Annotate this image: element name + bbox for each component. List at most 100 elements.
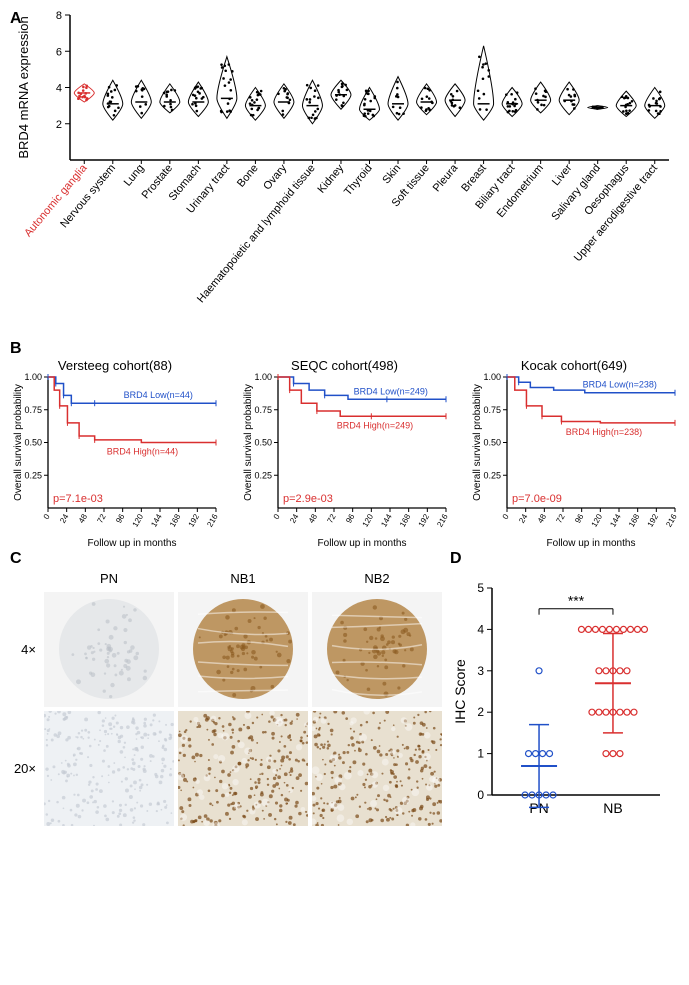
svg-text:192: 192 xyxy=(187,512,202,529)
svg-text:0.25: 0.25 xyxy=(24,470,42,480)
svg-text:168: 168 xyxy=(627,512,642,529)
svg-text:96: 96 xyxy=(344,512,357,525)
ihc-col-header: PN xyxy=(44,571,174,586)
svg-text:Ovary: Ovary xyxy=(261,162,289,193)
svg-text:0: 0 xyxy=(501,512,511,521)
svg-text:BRD4 High(n=249): BRD4 High(n=249) xyxy=(336,420,412,430)
violin-plot: 2468BRD4 mRNA expressionAutonomic gangli… xyxy=(10,10,679,320)
svg-text:144: 144 xyxy=(608,512,623,529)
svg-text:Follow up in months: Follow up in months xyxy=(317,538,406,548)
ihc-image xyxy=(178,711,308,826)
svg-text:Thyroid: Thyroid xyxy=(342,162,375,198)
ihc-col-header: NB2 xyxy=(312,571,442,586)
svg-text:***: *** xyxy=(568,593,585,609)
panel-c-d-row: C PNNB1NB24×20× D 012345IHC ScorePNNB*** xyxy=(10,550,679,830)
ihc-image-grid: PNNB1NB24×20× xyxy=(10,568,450,826)
svg-text:p=2.9e-03: p=2.9e-03 xyxy=(283,493,333,505)
svg-text:5: 5 xyxy=(477,581,484,595)
svg-text:IHC Score: IHC Score xyxy=(452,659,468,724)
svg-text:Pleura: Pleura xyxy=(431,162,461,195)
svg-text:216: 216 xyxy=(664,512,679,529)
svg-text:Overall survival probability: Overall survival probability xyxy=(243,384,254,501)
ihc-score-plot: 012345IHC ScorePNNB*** xyxy=(450,568,670,823)
svg-text:8: 8 xyxy=(56,10,62,22)
svg-text:BRD4 Low(n=249): BRD4 Low(n=249) xyxy=(353,386,427,396)
svg-text:3: 3 xyxy=(477,664,484,678)
svg-text:0.50: 0.50 xyxy=(254,438,272,448)
svg-text:Follow up in months: Follow up in months xyxy=(88,538,177,548)
svg-text:192: 192 xyxy=(646,512,661,529)
km-title: Kocak cohort(649) xyxy=(469,358,679,373)
svg-text:p=7.1e-03: p=7.1e-03 xyxy=(53,493,103,505)
svg-text:0.75: 0.75 xyxy=(254,405,272,415)
svg-text:144: 144 xyxy=(379,512,394,529)
svg-text:1.00: 1.00 xyxy=(24,373,42,382)
ihc-col-header: NB1 xyxy=(178,571,308,586)
svg-text:2: 2 xyxy=(477,705,484,719)
svg-text:0.75: 0.75 xyxy=(24,405,42,415)
svg-text:BRD4 High(n=44): BRD4 High(n=44) xyxy=(107,447,178,457)
svg-text:Liver: Liver xyxy=(550,162,575,188)
svg-text:0.50: 0.50 xyxy=(483,438,501,448)
svg-text:Overall survival probability: Overall survival probability xyxy=(13,384,24,501)
km-title: Versteeg cohort(88) xyxy=(10,358,220,373)
svg-text:216: 216 xyxy=(205,512,220,529)
km-title: SEQC cohort(498) xyxy=(240,358,450,373)
svg-text:168: 168 xyxy=(168,512,183,529)
svg-text:BRD4 Low(n=44): BRD4 Low(n=44) xyxy=(124,390,193,400)
svg-text:48: 48 xyxy=(306,512,319,525)
ihc-image xyxy=(312,711,442,826)
svg-text:0.50: 0.50 xyxy=(24,438,42,448)
svg-text:Skin: Skin xyxy=(380,162,403,186)
svg-text:96: 96 xyxy=(114,512,127,525)
svg-text:0.25: 0.25 xyxy=(483,470,501,480)
svg-text:24: 24 xyxy=(517,512,530,525)
svg-text:96: 96 xyxy=(573,512,586,525)
km-row: Versteeg cohort(88) 0.25 0.50 0.75 1.00 0 24 48… xyxy=(10,358,679,553)
svg-text:72: 72 xyxy=(325,512,338,525)
svg-text:0: 0 xyxy=(477,788,484,802)
svg-text:144: 144 xyxy=(149,512,164,529)
svg-text:2: 2 xyxy=(56,119,62,131)
ihc-image xyxy=(312,592,442,707)
svg-text:Bone: Bone xyxy=(235,162,261,189)
km-plot: Versteeg cohort(88) 0.25 0.50 0.75 1.00 0 24 48… xyxy=(10,358,220,553)
svg-text:1: 1 xyxy=(477,747,484,761)
svg-text:120: 120 xyxy=(131,512,146,529)
svg-text:NB: NB xyxy=(603,800,622,816)
svg-text:4: 4 xyxy=(56,83,62,95)
svg-text:Follow up in months: Follow up in months xyxy=(547,538,636,548)
svg-text:6: 6 xyxy=(56,46,62,58)
ihc-image xyxy=(44,711,174,826)
panel-d-label: D xyxy=(450,550,670,568)
svg-text:0.25: 0.25 xyxy=(254,470,272,480)
svg-text:48: 48 xyxy=(536,512,549,525)
km-plot: SEQC cohort(498)0.250.500.751.0002448729… xyxy=(240,358,450,553)
svg-text:120: 120 xyxy=(360,512,375,529)
panel-b-label: B xyxy=(10,340,679,358)
panel-a: A 2468BRD4 mRNA expressionAutonomic gang… xyxy=(10,10,679,330)
svg-text:24: 24 xyxy=(288,512,301,525)
svg-text:Lung: Lung xyxy=(122,162,147,188)
km-plot: Kocak cohort(649) 0.25 0.50 0.75 1.00 0 24 48 72… xyxy=(469,358,679,553)
svg-text:0: 0 xyxy=(42,512,52,521)
svg-text:BRD4 High(n=238): BRD4 High(n=238) xyxy=(566,427,642,437)
svg-text:p=7.0e-09: p=7.0e-09 xyxy=(512,493,562,505)
ihc-image xyxy=(178,592,308,707)
svg-text:BRD4 Low(n=238): BRD4 Low(n=238) xyxy=(583,380,657,390)
svg-text:216: 216 xyxy=(435,512,450,529)
svg-text:BRD4 mRNA expression: BRD4 mRNA expression xyxy=(16,16,31,158)
svg-text:72: 72 xyxy=(554,512,567,525)
svg-text:24: 24 xyxy=(58,512,71,525)
svg-text:48: 48 xyxy=(77,512,90,525)
svg-text:0: 0 xyxy=(271,512,281,521)
svg-text:192: 192 xyxy=(416,512,431,529)
svg-text:0.75: 0.75 xyxy=(483,405,501,415)
ihc-row-header: 4× xyxy=(10,642,40,657)
svg-text:120: 120 xyxy=(590,512,605,529)
svg-text:1.00: 1.00 xyxy=(483,373,501,382)
ihc-image xyxy=(44,592,174,707)
svg-text:4: 4 xyxy=(477,622,484,636)
panel-c-label: C xyxy=(10,550,450,568)
svg-text:Overall survival probability: Overall survival probability xyxy=(472,384,483,501)
